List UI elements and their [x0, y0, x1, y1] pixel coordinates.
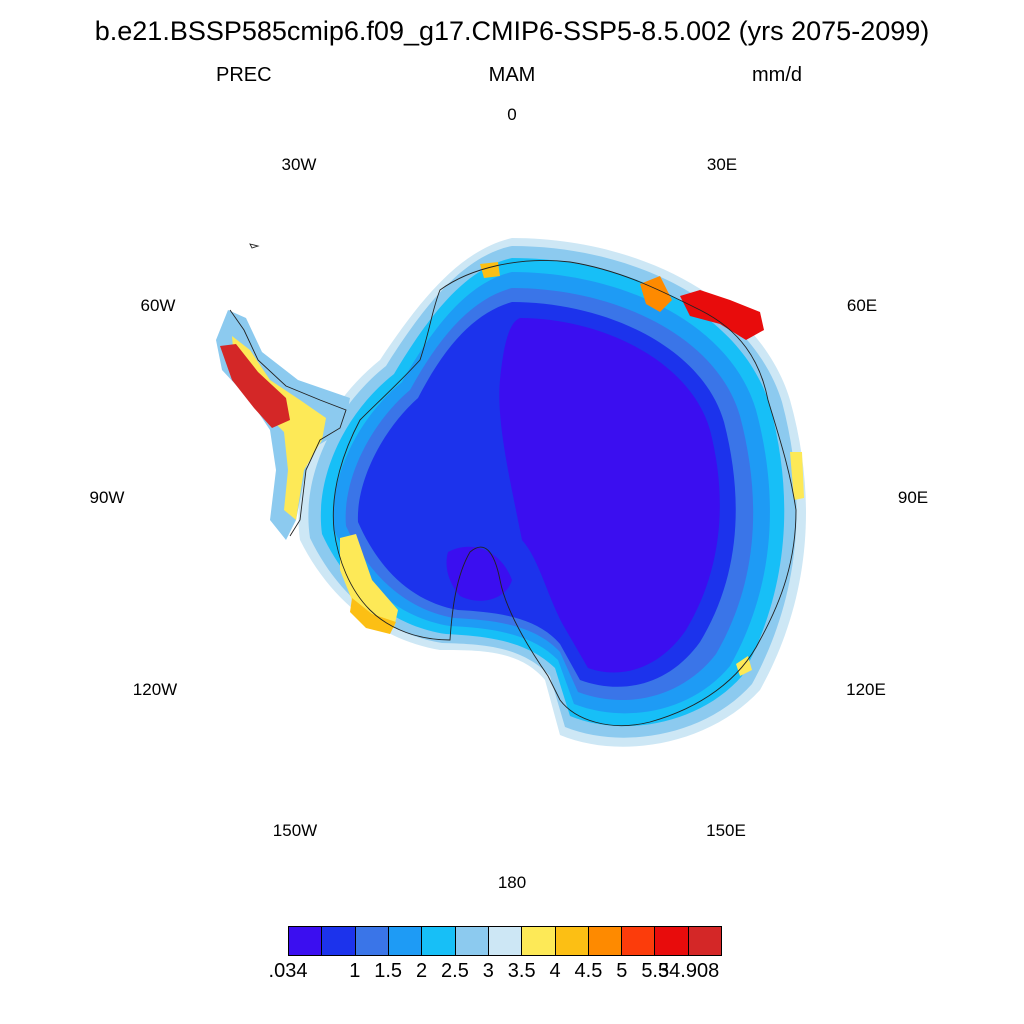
lon-label-60w: 60W [141, 296, 176, 315]
interior-min [499, 318, 720, 673]
coastlines [229, 243, 797, 727]
season-label: MAM [488, 64, 536, 86]
variable-label: PREC [216, 64, 272, 86]
lon-label-180: 180 [498, 873, 526, 892]
lon-label-150w: 150W [273, 821, 317, 840]
peninsula-red [220, 344, 290, 428]
colorbar-swatch [555, 927, 589, 955]
colorbar-tick-label: 34.908 [658, 960, 720, 982]
colorbar-swatch [588, 927, 623, 955]
lon-label-60e: 60E [847, 296, 877, 315]
colorbar-swatch [322, 927, 356, 955]
colorbar-tick-label: 3.5 [507, 960, 536, 982]
ross-ice-shelf [446, 546, 512, 601]
longitude-labels: 0 30E 60E 90E 120E 150E 180 150W 120W 90… [90, 105, 929, 892]
colorbar-tick-label: 1 [349, 960, 361, 982]
colorbar-tick-label: 5.5 [641, 960, 670, 982]
colorbar-tick-label: 5 [616, 960, 628, 982]
lon-label-30w: 30W [282, 155, 317, 174]
colorbar-swatch [622, 927, 656, 955]
colorbar-swatch [289, 927, 323, 955]
colorbar-tick-label: 4 [549, 960, 561, 982]
colorbar-tick-label: 4.5 [574, 960, 603, 982]
lon-label-150e: 150E [706, 821, 746, 840]
colorbar-tick-label: 1.5 [374, 960, 403, 982]
colorbar-swatch [422, 927, 456, 955]
west-coast-orange [350, 598, 396, 634]
lon-label-90w: 90W [90, 488, 125, 507]
plot-title: b.e21.BSSP585cmip6.f09_g17.CMIP6-SSP5-8.… [94, 16, 930, 46]
west-coast-yellow [340, 534, 398, 628]
east-coast-yellow [790, 452, 804, 500]
colorbar-swatch [388, 927, 423, 955]
lon-label-120e: 120E [846, 680, 886, 699]
east-coast-yellow-2 [736, 656, 752, 676]
colorbar-swatch [488, 927, 523, 955]
colorbar-swatch [522, 927, 556, 955]
colorbar-tick-label: .034 [268, 960, 308, 982]
colorbar [288, 926, 722, 956]
colorbar-tick-label: 2.5 [441, 960, 469, 982]
colorbar-swatch [455, 927, 489, 955]
units-label: mm/d [752, 64, 802, 86]
colorbar-swatch [688, 927, 722, 955]
colorbar-tick-label: 3 [482, 960, 494, 982]
lon-label-30e: 30E [707, 155, 737, 174]
lon-label-90e: 90E [898, 488, 928, 507]
lon-label-120w: 120W [133, 680, 177, 699]
colorbar-swatch [355, 927, 389, 955]
lon-label-0: 0 [507, 105, 516, 124]
map-shading [216, 238, 806, 747]
east-coast-red [680, 290, 764, 340]
colorbar-swatch [655, 927, 689, 955]
colorbar-tick-label: 2 [415, 960, 428, 982]
